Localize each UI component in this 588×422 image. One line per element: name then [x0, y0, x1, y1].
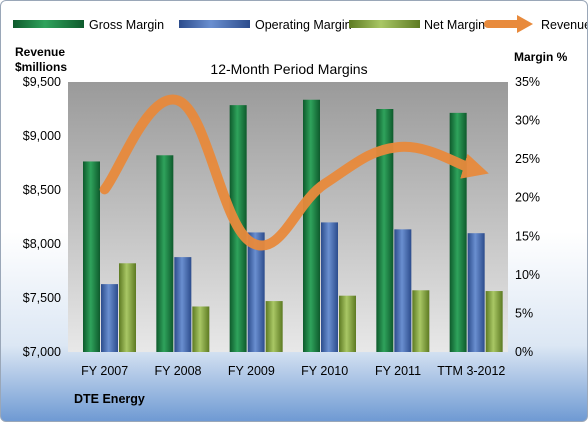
right-tick-label: 20%	[515, 191, 540, 205]
revenue-line-layer	[99, 94, 489, 251]
bars-layer	[83, 99, 503, 353]
legend-item-net-margin: Net Margin	[349, 18, 485, 32]
net-margin-bar-5	[412, 290, 430, 352]
left-tick-label: $9,500	[23, 75, 61, 89]
net-margin-bar-4	[339, 295, 356, 352]
x-tick-label: FY 2007	[81, 364, 128, 378]
right-tick-label: 10%	[515, 268, 540, 282]
net-margin-bar-6	[485, 291, 503, 352]
operating-margin-bar-3	[247, 232, 265, 352]
gross-margin-bar-2	[156, 155, 174, 352]
operating-margin-bar-6	[467, 233, 485, 352]
svg-text:Revenues: Revenues	[541, 18, 587, 32]
left-axis-ticks: $7,000 $7,500 $8,000 $8,500 $9,000 $9,500	[23, 75, 61, 359]
right-tick-label: 30%	[515, 114, 540, 128]
operating-margin-bar-4	[321, 222, 338, 352]
right-axis-title: Margin %	[514, 50, 568, 64]
right-tick-label: 5%	[515, 306, 533, 320]
left-tick-label: $8,500	[23, 183, 61, 197]
left-axis-title-line2: $millions	[15, 60, 67, 74]
net-margin-bar-1	[119, 263, 136, 352]
net-margin-bar-2	[192, 306, 210, 352]
left-tick-label: $8,000	[23, 237, 61, 251]
operating-margin-bar-5	[394, 229, 412, 352]
left-tick-label: $7,000	[23, 345, 61, 359]
revenues-line	[99, 94, 489, 251]
x-tick-label: TTM 3-2012	[437, 364, 505, 378]
right-tick-label: 35%	[515, 75, 540, 89]
left-tick-label: $9,000	[23, 129, 61, 143]
operating-margin-bar-2	[174, 257, 192, 352]
x-tick-label: FY 2008	[154, 364, 201, 378]
x-tick-label: FY 2009	[228, 364, 275, 378]
x-tick-label: FY 2010	[301, 364, 348, 378]
legend-item-gross-margin: Gross Margin	[13, 18, 164, 32]
svg-text:Operating Margin: Operating Margin	[255, 18, 352, 32]
gross-margin-bar-4	[303, 99, 320, 352]
left-axis-title-line1: Revenue	[15, 45, 65, 59]
gross-margin-bar-6	[449, 112, 467, 352]
operating-margin-bar-1	[101, 284, 118, 352]
legend-item-revenues: Revenues	[484, 15, 587, 33]
right-tick-label: 15%	[515, 229, 540, 243]
chart-title: 12-Month Period Margins	[210, 61, 367, 77]
x-tick-label: FY 2011	[375, 364, 421, 378]
company-name: DTE Energy	[74, 392, 145, 406]
right-tick-label: 25%	[515, 152, 540, 166]
x-axis-ticks: FY 2007 FY 2008 FY 2009 FY 2010 FY 2011 TTM 3…	[81, 364, 505, 378]
gross-margin-bar-5	[376, 109, 394, 352]
svg-text:Gross Margin: Gross Margin	[89, 18, 164, 32]
right-tick-label: 0%	[515, 345, 533, 359]
left-tick-label: $7,500	[23, 291, 61, 305]
svg-text:Net Margin: Net Margin	[424, 18, 485, 32]
gross-margin-bar-1	[83, 161, 100, 352]
legend-item-operating-margin: Operating Margin	[179, 18, 352, 32]
right-axis-ticks: 0% 5% 10% 15% 20% 25% 30% 35%	[515, 75, 540, 359]
legend-arrow-icon	[517, 15, 533, 33]
legend: Gross Margin Operating Margin Net Margin…	[13, 15, 587, 33]
net-margin-bar-3	[265, 301, 283, 352]
